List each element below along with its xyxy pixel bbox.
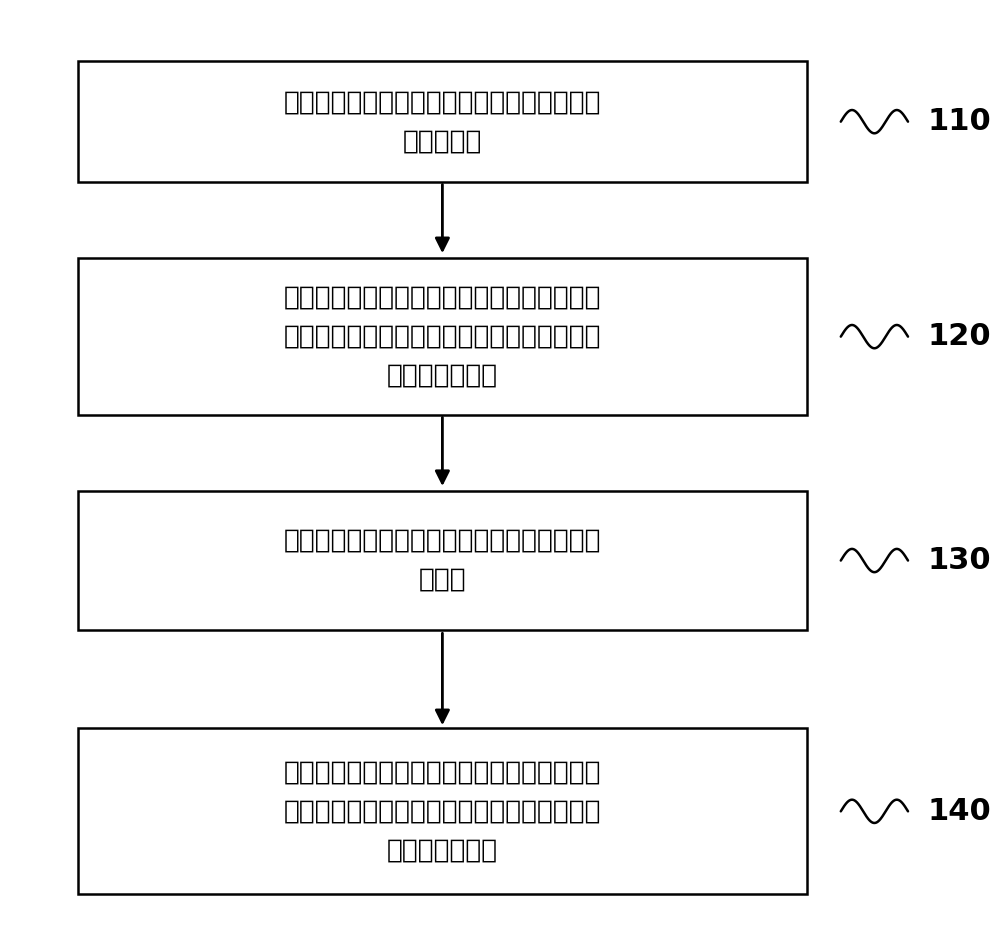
Text: 实时采集各个新能源子场站功率汇集处的断面
有功功率值: 实时采集各个新能源子场站功率汇集处的断面 有功功率值 <box>284 90 601 154</box>
Bar <box>78 491 807 630</box>
Text: 根据所述新能源的特性、汇集处换流器的参数
以及断面有功功率采集测量装置精度，计算获
得调节关键参数: 根据所述新能源的特性、汇集处换流器的参数 以及断面有功功率采集测量装置精度，计算… <box>284 285 601 389</box>
Text: 120: 120 <box>927 322 991 351</box>
Bar <box>78 258 807 415</box>
Text: 110: 110 <box>927 107 991 136</box>
Text: 140: 140 <box>927 797 991 826</box>
Bar <box>78 729 807 894</box>
Text: 若超出所述阈值区间，则根据预设的功率调节
量值向各个子场站发送功率调节指令，完成断
面有功功率调节: 若超出所述阈值区间，则根据预设的功率调节 量值向各个子场站发送功率调节指令，完成… <box>284 759 601 863</box>
Bar <box>78 62 807 182</box>
Text: 130: 130 <box>927 546 991 575</box>
Text: 实时判断所述断面有功功率值是否超出所述阈
值区间: 实时判断所述断面有功功率值是否超出所述阈 值区间 <box>284 528 601 593</box>
